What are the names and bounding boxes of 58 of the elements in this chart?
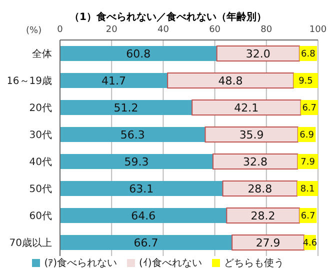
chart-title: （1）食べられない／食べれない（年齢別）	[68, 10, 268, 24]
x-tick-label: 0	[57, 25, 64, 35]
y-tick-label: 全体	[32, 48, 52, 60]
data-label: 66.7	[134, 236, 158, 250]
x-tick-label: 20	[106, 25, 118, 35]
data-label: 28.8	[248, 182, 272, 196]
data-label: 42.1	[234, 101, 259, 114]
bar	[212, 153, 298, 170]
data-label: 59.3	[124, 155, 149, 168]
data-label: 9.5	[298, 76, 313, 87]
data-label: 41.7	[102, 74, 126, 88]
data-label: 6.7	[302, 104, 317, 114]
bar	[60, 208, 227, 223]
bar	[60, 46, 217, 61]
data-label: 6.8	[301, 50, 316, 60]
data-label: 27.9	[256, 236, 280, 250]
data-label: 6.9	[300, 130, 314, 141]
legend-label: どちらも使う	[224, 258, 284, 269]
data-label: 6.7	[300, 212, 316, 222]
x-tick-label: 40	[157, 25, 170, 35]
bar	[167, 72, 294, 88]
y-tick-label: 30代	[29, 130, 52, 142]
data-label: 48.8	[218, 74, 243, 88]
data-label: 60.8	[126, 47, 151, 60]
data-label: 56.3	[120, 128, 145, 142]
legend-label: (ｱ)食べられない	[44, 258, 117, 269]
bar	[226, 207, 300, 224]
y-tick-label: 70歳以上	[9, 237, 52, 250]
bar	[222, 180, 298, 196]
bar	[204, 126, 298, 142]
x-tick-label: 80	[260, 25, 272, 35]
x-tick-label: 100	[309, 25, 327, 35]
data-label: 32.0	[246, 47, 270, 60]
bar	[60, 180, 223, 196]
y-tick-label: 50代	[29, 184, 52, 196]
bar	[192, 99, 302, 116]
data-label: 63.1	[129, 182, 154, 196]
bar	[60, 154, 213, 169]
legend-label: (ｲ)食べれない	[139, 258, 202, 269]
x-axis-title: (%)	[26, 26, 42, 36]
x-tick-label: 60	[209, 25, 221, 35]
bar	[60, 72, 168, 88]
bar	[60, 126, 206, 142]
data-label: 28.2	[250, 209, 276, 222]
data-label: 7.9	[300, 158, 316, 168]
data-label: 35.9	[239, 128, 264, 142]
y-tick-label: 60代	[29, 211, 52, 222]
bar	[60, 100, 192, 115]
data-label: 8.1	[300, 184, 315, 195]
bar	[216, 45, 300, 62]
y-tick-label: 16～19歳	[6, 75, 52, 88]
data-label: 32.8	[243, 155, 268, 168]
bar	[60, 234, 232, 250]
y-tick-label: 40代	[29, 157, 52, 168]
bar	[232, 234, 305, 250]
data-label: 51.2	[114, 101, 138, 114]
data-label: 64.6	[131, 209, 156, 222]
y-tick-label: 20代	[29, 103, 52, 114]
